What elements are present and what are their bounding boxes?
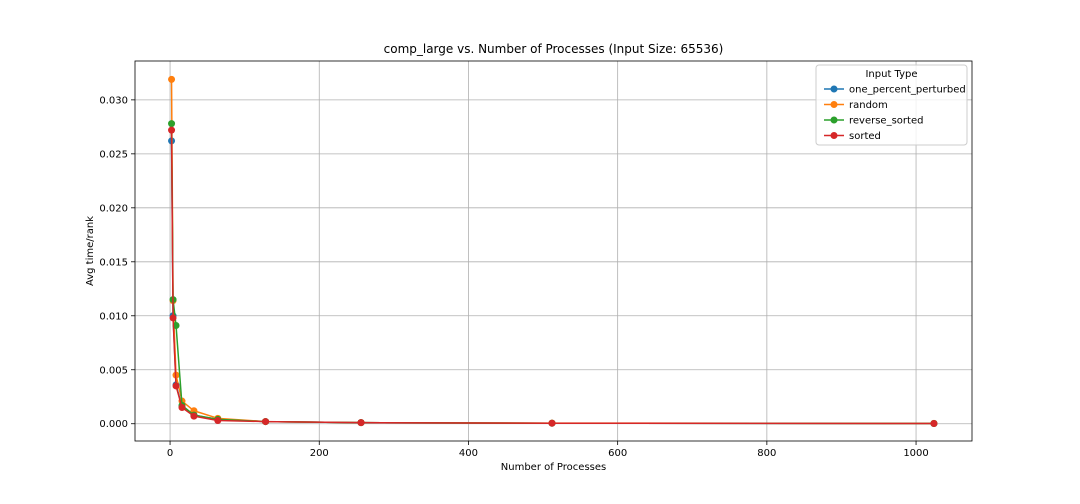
data-point (548, 419, 556, 427)
data-point (169, 314, 177, 322)
y-axis-ticks: 0.000 0.005 0.010 0.015 0.020 0.025 0.030 (99, 95, 135, 430)
y-tick-label: 0.005 (99, 365, 128, 376)
legend-swatch-marker (830, 116, 838, 124)
legend-item: sorted (824, 131, 881, 142)
data-point (190, 412, 198, 420)
y-tick-label: 0.020 (99, 203, 128, 214)
series-layer (168, 75, 938, 428)
legend-label: reverse_sorted (849, 116, 923, 127)
data-point (214, 416, 222, 424)
legend-item: reverse_sorted (824, 116, 923, 127)
data-point (168, 75, 176, 83)
legend-label: one_percent_perturbed (849, 85, 966, 96)
legend-title: Input Type (865, 69, 917, 80)
x-tick-label: 600 (608, 448, 627, 459)
legend-swatch-marker (830, 132, 838, 139)
legend-item: one_percent_perturbed (824, 85, 966, 96)
data-point (930, 420, 938, 428)
y-tick-label: 0.030 (99, 95, 128, 106)
plot-frame (134, 60, 973, 442)
y-tick-label: 0.010 (99, 311, 128, 322)
x-tick-label: 200 (310, 448, 329, 459)
data-point (357, 419, 365, 427)
series-line (170, 130, 934, 425)
legend-label: sorted (849, 131, 881, 142)
data-point (168, 120, 176, 128)
chart-title: comp_large vs. Number of Processes (Inpu… (384, 42, 724, 56)
data-point (262, 418, 270, 426)
y-tick-label: 0.000 (99, 419, 128, 430)
legend-box (815, 64, 968, 146)
x-axis-title: Number of Processes (501, 462, 606, 473)
legend-item: random (824, 100, 888, 111)
y-tick-label: 0.015 (99, 257, 128, 268)
x-tick-label: 1000 (903, 448, 928, 459)
y-axis-title: Avg time/rank (85, 216, 96, 286)
x-tick-label: 0 (167, 448, 173, 459)
series-sorted (168, 126, 938, 428)
legend-swatch-marker (830, 101, 838, 108)
data-point (168, 126, 176, 134)
x-tick-label: 400 (459, 448, 478, 459)
data-point (172, 321, 180, 329)
data-point (172, 382, 180, 390)
legend-label: random (849, 100, 888, 111)
y-tick-label: 0.025 (99, 149, 128, 160)
x-axis-ticks: 0 200 400 600 800 1000 (167, 441, 929, 459)
x-tick-label: 800 (757, 448, 776, 459)
data-point (178, 404, 186, 412)
legend-swatch-marker (830, 85, 838, 93)
